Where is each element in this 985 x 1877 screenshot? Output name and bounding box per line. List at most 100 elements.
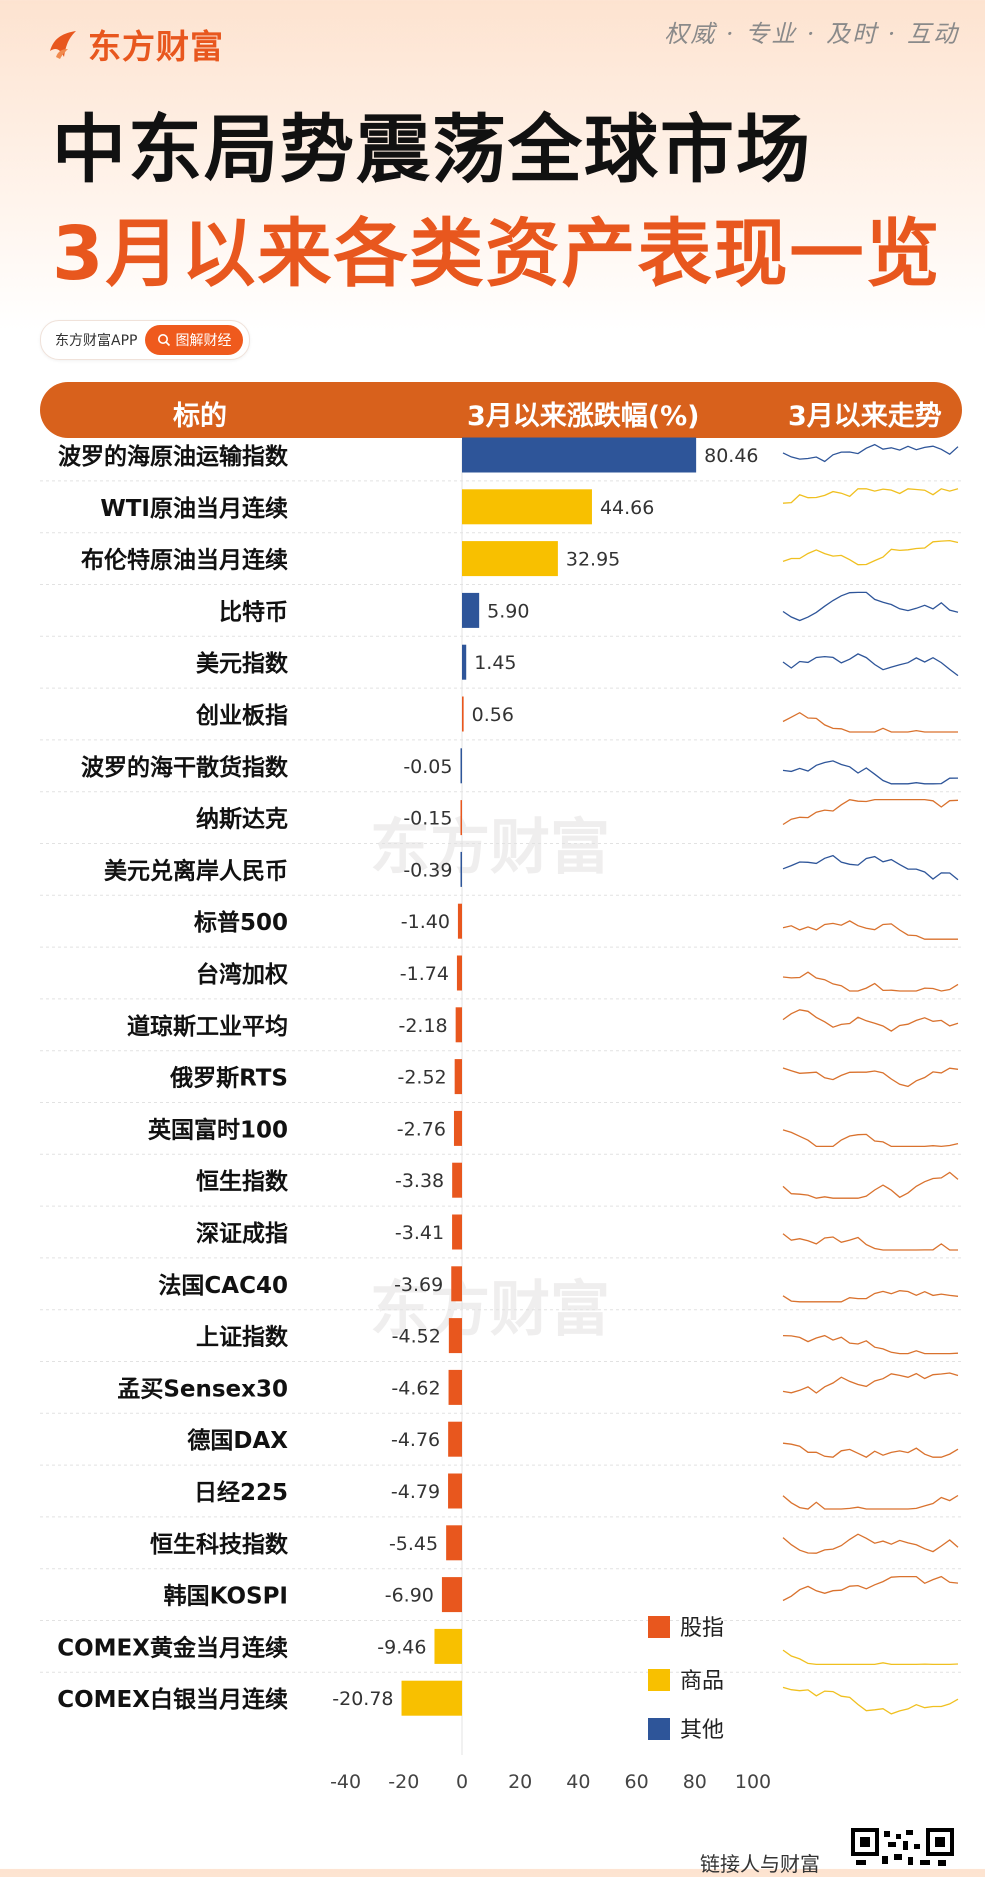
bar (462, 489, 592, 525)
trend-sparkline (782, 1494, 959, 1510)
bar (456, 955, 462, 991)
legend-label: 股指 (680, 1616, 724, 1641)
x-tick-label: 0 (456, 1771, 468, 1793)
trend-sparkline (782, 591, 959, 622)
trend-sparkline (782, 1290, 959, 1303)
row-name: 上证指数 (196, 1325, 289, 1351)
x-tick-label: 100 (735, 1771, 771, 1793)
trend-sparkline (782, 1334, 959, 1355)
x-tick-label: 40 (566, 1771, 590, 1793)
row-name: WTI原油当月连续 (100, 495, 288, 522)
bar (434, 1628, 462, 1664)
value-label: -4.79 (391, 1481, 440, 1503)
bar (462, 437, 697, 473)
row-name: COMEX黄金当月连续 (57, 1634, 288, 1661)
trend-sparkline (782, 1649, 959, 1666)
trend-sparkline (782, 1575, 959, 1602)
app-name: 东方财富APP (55, 333, 138, 349)
row-name: COMEX白银当月连续 (57, 1686, 288, 1713)
bar (446, 1525, 462, 1561)
x-tick-label: -40 (330, 1771, 361, 1793)
row-name: 布伦特原油当月连续 (81, 547, 288, 574)
row-name: 比特币 (219, 599, 288, 625)
trend-sparkline (782, 488, 959, 504)
row-name: 台湾加权 (196, 961, 288, 988)
bar (451, 1266, 462, 1302)
watermark-1: 东方财富 (370, 813, 610, 883)
value-label: -2.18 (398, 1015, 447, 1037)
legend-swatch (648, 1669, 670, 1691)
bar (460, 851, 462, 887)
bar (462, 592, 480, 628)
value-label: -1.74 (400, 963, 449, 985)
trend-sparkline (782, 1129, 959, 1148)
trend-sparkline (782, 1067, 959, 1088)
value-label: -4.52 (392, 1326, 441, 1348)
value-label: -0.39 (403, 859, 452, 881)
eastmoney-logo-icon (50, 31, 76, 59)
search-button[interactable]: 图解财经 (145, 325, 244, 355)
row-name: 标普500 (194, 909, 288, 936)
value-label: -0.05 (403, 756, 452, 778)
value-label: -2.52 (397, 1067, 446, 1089)
value-label: -4.62 (391, 1377, 440, 1399)
bar (448, 1318, 462, 1354)
x-tick-label: 60 (625, 1771, 649, 1793)
value-label: -1.40 (401, 911, 450, 933)
bar (460, 748, 462, 784)
search-label: 图解财经 (175, 333, 232, 349)
header-col-change: 3月以来涨跌幅(%) (467, 401, 700, 432)
bar (441, 1577, 462, 1613)
legend-label: 其他 (680, 1718, 724, 1743)
bar (462, 644, 467, 680)
bar (448, 1369, 462, 1405)
trend-sparkline (782, 653, 959, 677)
x-tick-label: -20 (388, 1771, 419, 1793)
qr-code-icon (848, 1826, 958, 1869)
legend-swatch (648, 1718, 670, 1740)
search-icon (158, 334, 171, 347)
value-label: 5.90 (487, 600, 529, 622)
bar (462, 696, 464, 732)
bar (457, 903, 462, 939)
trend-sparkline (782, 1686, 959, 1715)
trend-sparkline (782, 443, 959, 463)
row-name: 道琼斯工业平均 (127, 1013, 288, 1040)
trend-sparkline (782, 1442, 959, 1458)
x-tick-label: 80 (683, 1771, 707, 1793)
value-label: -3.69 (394, 1274, 443, 1296)
bar (448, 1473, 462, 1509)
trend-sparkline (782, 854, 959, 881)
trend-sparkline (782, 1533, 959, 1554)
row-name: 纳斯达克 (196, 806, 288, 833)
brand-logo-group: 东方财富 (46, 20, 224, 68)
bar (453, 1110, 462, 1146)
row-name: 英国富时100 (148, 1116, 288, 1143)
row-name: 孟买Sensex30 (117, 1376, 288, 1402)
value-label: -6.90 (385, 1585, 434, 1607)
footer-text: 链接人与财富 (700, 1852, 820, 1876)
value-label: -5.45 (389, 1533, 438, 1555)
trend-sparkline (782, 711, 958, 733)
header-col-trend: 3月以来走势 (788, 401, 942, 432)
row-name: 创业板指 (195, 703, 288, 729)
table-header: 标的 3月以来涨跌幅(%) 3月以来走势 (40, 382, 962, 438)
trend-sparkline (782, 798, 959, 826)
row-name: 韩国KOSPI (164, 1583, 288, 1610)
app-badge[interactable]: 东方财富APP 图解财经 (40, 320, 251, 360)
value-label: -3.41 (395, 1222, 444, 1244)
bar (401, 1680, 462, 1716)
x-tick-label: 20 (508, 1771, 532, 1793)
value-label: -2.76 (397, 1118, 446, 1140)
trend-sparkline (782, 1372, 959, 1394)
row-name: 法国CAC40 (158, 1273, 288, 1299)
trend-sparkline (782, 971, 959, 992)
value-label: -0.15 (403, 808, 452, 830)
value-label: 80.46 (704, 445, 758, 467)
bar (455, 1007, 462, 1043)
trend-sparkline (782, 1233, 958, 1251)
trend-sparkline (782, 1171, 959, 1199)
row-name: 俄罗斯RTS (169, 1065, 288, 1092)
bar (462, 541, 558, 577)
